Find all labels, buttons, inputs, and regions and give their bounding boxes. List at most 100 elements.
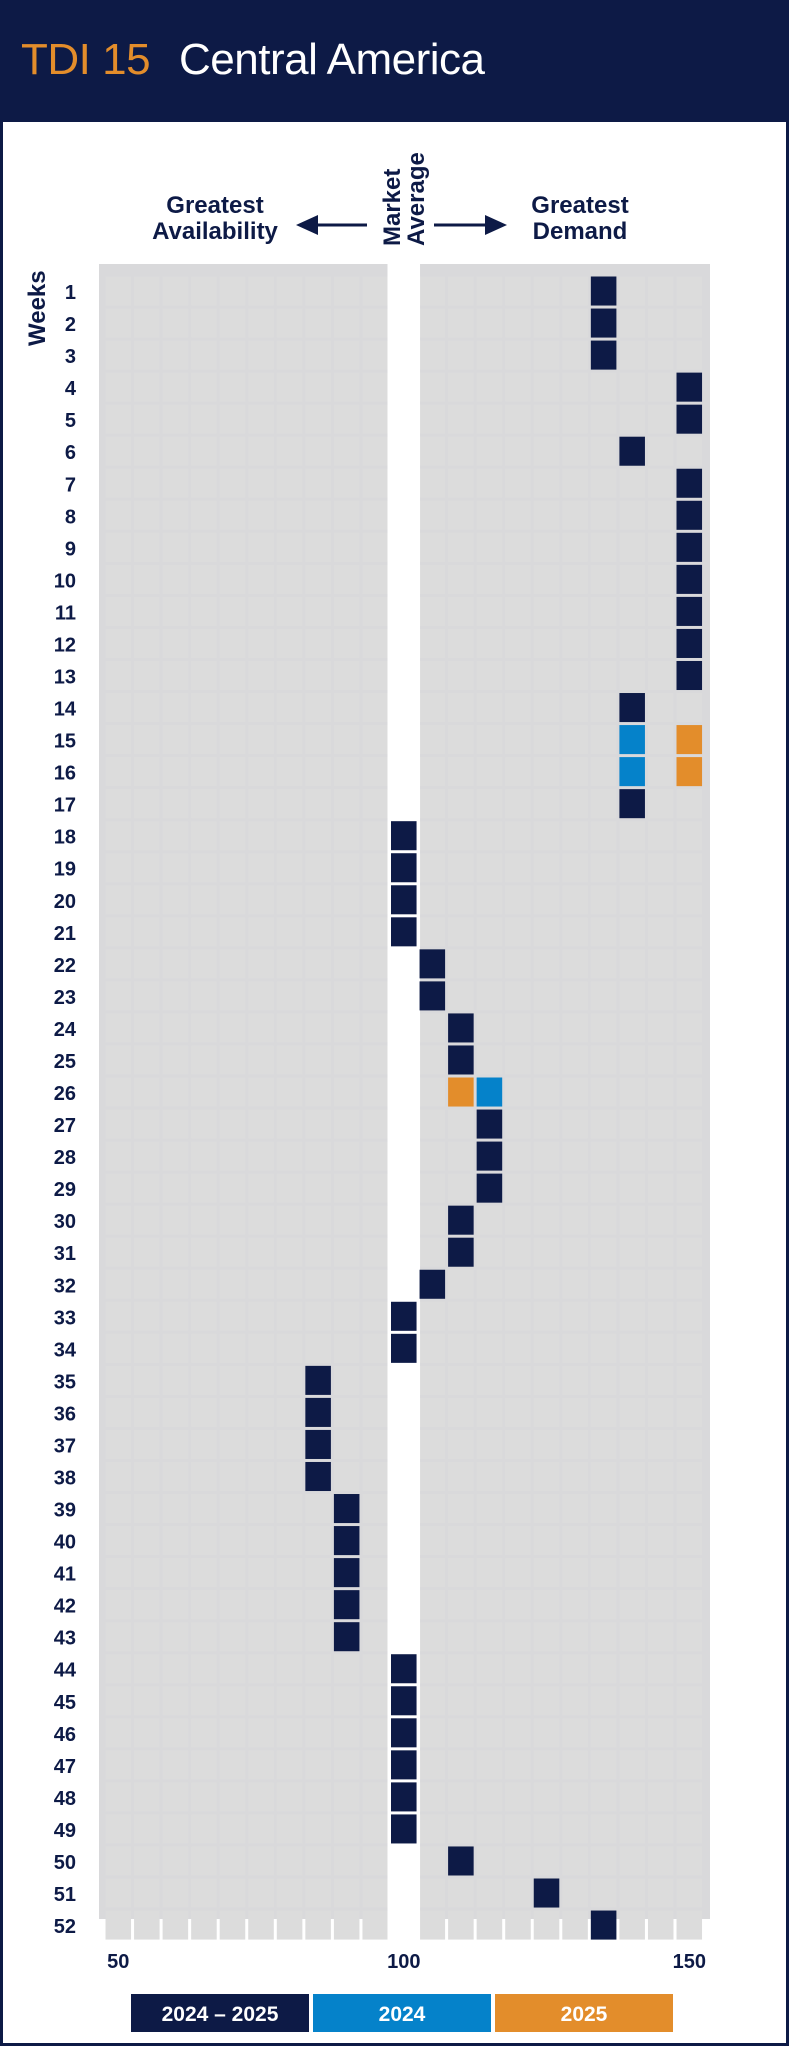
grid-cell <box>533 1173 560 1203</box>
grid-cell <box>590 821 617 851</box>
grid-cell <box>505 1237 531 1267</box>
grid-cell <box>419 1205 446 1235</box>
grid-cell <box>333 1814 360 1844</box>
grid-cell <box>305 917 331 947</box>
grid-cell <box>362 853 388 883</box>
grid-cell <box>533 1622 560 1652</box>
data-mark-series-1 <box>305 1429 331 1459</box>
grid-cell <box>305 1301 331 1331</box>
grid-cell <box>590 1077 617 1107</box>
grid-cell <box>219 628 246 658</box>
grid-cell <box>362 981 388 1011</box>
grid-cell <box>162 1846 189 1876</box>
grid-cell <box>476 372 503 402</box>
grid-cell <box>590 725 617 755</box>
grid-cell <box>505 757 531 787</box>
grid-cell <box>105 1429 132 1459</box>
grid-cell <box>533 1109 560 1139</box>
data-mark-series-3 <box>448 1077 474 1107</box>
grid-cell <box>590 1558 617 1588</box>
grid-cell <box>448 564 474 594</box>
grid-cell <box>305 276 331 306</box>
grid-cell <box>647 1141 674 1171</box>
grid-cell <box>162 1590 189 1620</box>
grid-cell <box>134 1269 160 1299</box>
grid-cell <box>448 1429 474 1459</box>
grid-cell <box>419 1429 446 1459</box>
grid-cell <box>191 1494 217 1524</box>
grid-cell <box>191 885 217 915</box>
grid-cell <box>562 1109 588 1139</box>
grid-cell <box>333 1846 360 1876</box>
grid-cell <box>333 436 360 466</box>
grid-cell <box>105 1494 132 1524</box>
grid-cell <box>562 1429 588 1459</box>
header-title: Central America <box>179 35 485 84</box>
grid-cell <box>590 1718 617 1748</box>
grid-cell <box>562 757 588 787</box>
grid-cell <box>305 1558 331 1588</box>
grid-cell <box>676 1622 703 1652</box>
grid-cell <box>305 693 331 723</box>
grid-cell <box>505 1558 531 1588</box>
grid-cell <box>590 468 617 498</box>
grid-cell <box>448 1526 474 1556</box>
grid-cell <box>533 468 560 498</box>
grid-cell <box>105 436 132 466</box>
data-mark-series-1 <box>419 1269 446 1299</box>
grid-cell <box>362 1109 388 1139</box>
grid-cell <box>134 885 160 915</box>
grid-cell <box>191 1429 217 1459</box>
grid-cell <box>362 1173 388 1203</box>
grid-cell <box>105 1846 132 1876</box>
grid-cell <box>647 1269 674 1299</box>
grid-cell <box>162 949 189 979</box>
grid-cell <box>619 1461 645 1492</box>
grid-cell <box>533 308 560 338</box>
grid-cell <box>333 1365 360 1395</box>
grid-cell <box>562 532 588 562</box>
grid-cell <box>533 1782 560 1812</box>
grid-cell <box>562 1718 588 1748</box>
grid-cell <box>448 1654 474 1684</box>
grid-cell <box>162 1622 189 1652</box>
grid-cell <box>590 532 617 562</box>
grid-cell <box>162 1910 189 1940</box>
grid-cell <box>533 1590 560 1620</box>
grid-cell <box>505 1686 531 1716</box>
grid-cell <box>448 1365 474 1395</box>
grid-cell <box>419 1494 446 1524</box>
grid-cell <box>134 1333 160 1363</box>
grid-cell <box>448 1141 474 1171</box>
grid-cell <box>248 693 274 723</box>
week-label: 14 <box>54 699 77 721</box>
grid-cell <box>333 1141 360 1171</box>
grid-cell <box>476 693 503 723</box>
grid-cell <box>134 436 160 466</box>
grid-cell <box>105 660 132 691</box>
grid-cell <box>162 372 189 402</box>
week-label: 26 <box>54 1083 76 1105</box>
week-label: 52 <box>54 1916 76 1938</box>
grid-cell <box>676 1237 703 1267</box>
grid-cell <box>276 1718 303 1748</box>
grid-cell <box>248 1045 274 1075</box>
grid-cell <box>533 1269 560 1299</box>
grid-cell <box>419 917 446 947</box>
grid-cell <box>448 660 474 691</box>
grid-cell <box>105 404 132 434</box>
grid-cell <box>305 1494 331 1524</box>
grid-cell <box>476 1750 503 1780</box>
grid-cell <box>505 276 531 306</box>
grid-cell <box>305 1013 331 1043</box>
grid-cell <box>105 628 132 658</box>
grid-cell <box>476 1622 503 1652</box>
grid-cell <box>419 1654 446 1684</box>
grid-cell <box>505 789 531 819</box>
grid-cell <box>476 757 503 787</box>
grid-cell <box>590 436 617 466</box>
legend-label-2: 2024 <box>379 2003 426 2026</box>
data-mark-series-3 <box>676 725 703 755</box>
grid-cell <box>191 1461 217 1492</box>
grid-cell <box>533 949 560 979</box>
